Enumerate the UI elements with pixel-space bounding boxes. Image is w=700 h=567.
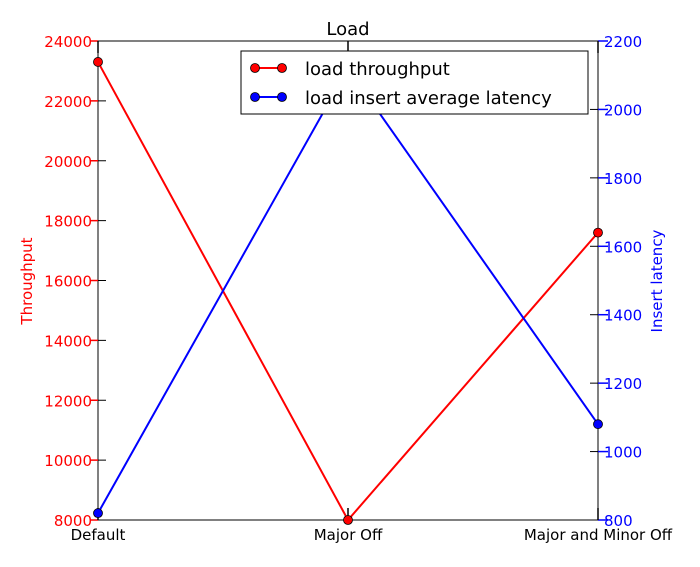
y-tick-label-left: 12000 <box>44 392 92 410</box>
legend-marker <box>277 63 287 73</box>
y-tick-label-left: 18000 <box>44 213 92 231</box>
series-line <box>97 66 599 514</box>
x-tick-label: Major Off <box>314 526 383 544</box>
legend-label: load insert average latency <box>305 88 552 109</box>
data-point <box>93 508 103 519</box>
y-axis-label-left: Throughput <box>18 237 36 325</box>
x-tick-label: Default <box>71 526 126 544</box>
y-tick-label-left: 16000 <box>44 273 92 291</box>
data-point <box>593 227 603 238</box>
x-tick-label: Major and Minor Off <box>524 526 673 544</box>
y-tick-label-right: 1800 <box>604 170 642 188</box>
y-tick-label-right: 2200 <box>604 33 642 51</box>
y-tick-label-left: 20000 <box>44 153 92 171</box>
y-tick-label-left: 8000 <box>54 512 92 530</box>
legend-marker <box>277 92 287 102</box>
y-tick-label-right: 1000 <box>604 444 642 462</box>
data-point <box>343 515 353 525</box>
data-point <box>593 419 603 430</box>
y-tick-label-right: 1400 <box>604 307 642 325</box>
y-tick-label-right: 800 <box>604 512 633 530</box>
y-tick-label-right: 2000 <box>604 101 642 119</box>
y-tick-label-left: 22000 <box>44 93 92 111</box>
y-tick-label-right: 1600 <box>604 238 642 256</box>
y-tick-label-left: 10000 <box>44 452 92 470</box>
legend-box <box>240 50 589 115</box>
series-line <box>97 61 599 522</box>
legend-marker <box>250 92 260 102</box>
y-axis-label-right: Insert latency <box>648 229 666 332</box>
legend-marker <box>250 63 260 73</box>
y-tick-label-right: 1200 <box>604 375 642 393</box>
legend-label: load throughput <box>305 59 450 80</box>
y-tick-label-left: 14000 <box>44 332 92 350</box>
y-tick-label-left: 24000 <box>44 33 92 51</box>
data-point <box>93 57 103 67</box>
chart-title: Load <box>326 19 369 40</box>
